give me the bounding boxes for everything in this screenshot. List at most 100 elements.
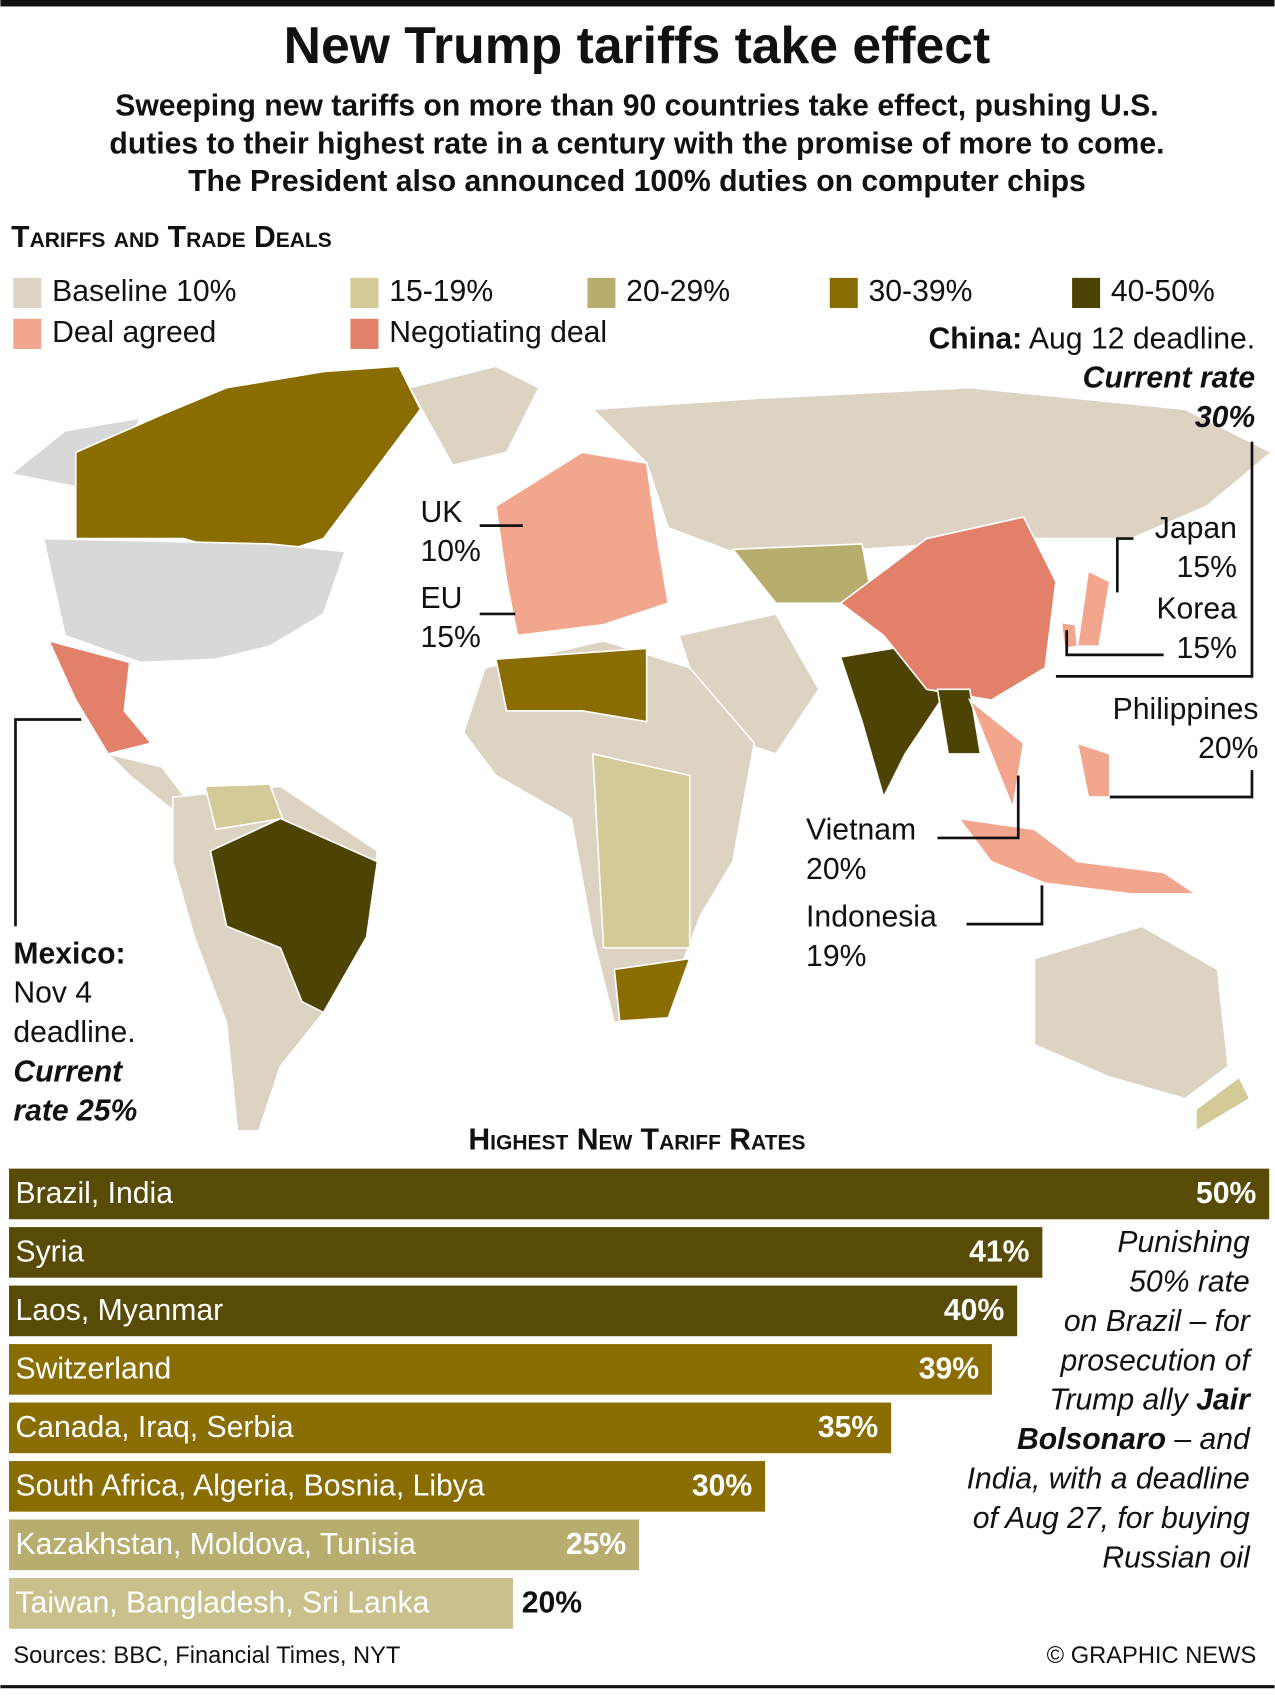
credit: © GRAPHIC NEWS (1047, 1643, 1257, 1669)
bar (9, 1402, 892, 1454)
europe (494, 451, 670, 637)
annotation-line: Current (13, 1055, 124, 1088)
bar (9, 1168, 1270, 1220)
text-segment: EU (420, 582, 462, 615)
legend-swatch (350, 277, 379, 309)
subtitle-line: duties to their highest rate in a centur… (109, 127, 1164, 160)
text-segment: Bolsonaro (1017, 1423, 1166, 1456)
annotation-line: 50% rate (1129, 1265, 1250, 1298)
annotation-line: Korea (1156, 593, 1237, 626)
text-segment: 50% rate (1129, 1265, 1250, 1298)
text-segment: Aug 12 deadline. (1022, 322, 1255, 355)
philippines (1076, 741, 1111, 798)
text-segment: 30% (1195, 401, 1255, 434)
canada (75, 365, 422, 561)
source: Sources: BBC, Financial Times, NYT (13, 1643, 400, 1669)
subtitle-line: Sweeping new tariffs on more than 90 cou… (115, 90, 1158, 123)
leader-line (966, 885, 1044, 926)
annotation-line: Philippines (1113, 693, 1259, 726)
text-segment: Nov 4 (13, 977, 92, 1010)
legend-swatch (13, 277, 42, 309)
leader-line (1109, 770, 1254, 799)
annotation-line: 15% (1177, 551, 1237, 584)
south-africa (613, 957, 691, 1022)
usa (42, 537, 347, 664)
title: New Trump tariffs take effect (284, 16, 991, 74)
annotation-line: Japan (1155, 512, 1237, 545)
value-label: 50% (1196, 1177, 1256, 1210)
legend-swatch (829, 277, 858, 309)
text-segment: Punishing (1117, 1226, 1250, 1259)
vietnam (967, 697, 1025, 811)
legend-label: Baseline 10% (52, 275, 236, 308)
map-title: Tariffs and Trade Deals (11, 221, 332, 254)
text-segment: UK (420, 496, 462, 529)
text-segment: 15% (420, 621, 480, 654)
bar-category: Switzerland (15, 1352, 171, 1385)
value-label: 39% (919, 1352, 979, 1385)
annotation-line: of Aug 27, for buying (973, 1502, 1250, 1535)
text-segment: 10% (420, 535, 480, 568)
annotation-line: Vietnam (806, 813, 916, 846)
annotation-line: China: Aug 12 deadline. (928, 322, 1255, 355)
annotation-line: 30% (1195, 401, 1255, 434)
annotation-line: 10% (420, 535, 480, 568)
legend-swatch (587, 277, 616, 309)
bar-category: Syria (15, 1235, 84, 1268)
text-segment: China: (928, 322, 1022, 355)
text-segment: deadline. (13, 1016, 135, 1049)
text-segment: 20% (806, 853, 866, 886)
myanmar (936, 688, 982, 755)
world-map (9, 365, 1273, 1133)
bar (9, 1578, 514, 1629)
legend-label: 20-29% (626, 275, 730, 308)
text-segment: 19% (806, 940, 866, 973)
value-label: 25% (566, 1528, 626, 1561)
text-segment: Philippines (1113, 693, 1259, 726)
bar-category: Canada, Iraq, Serbia (15, 1411, 293, 1444)
bar (9, 1344, 992, 1395)
china (839, 516, 1057, 701)
leader-line (1055, 441, 1254, 678)
text-segment: Jair (1196, 1384, 1252, 1417)
text-segment: Trump ally (1049, 1384, 1196, 1417)
text-segment: Current (13, 1055, 124, 1088)
annotation-line: 15% (1177, 632, 1237, 665)
bar (9, 1227, 1043, 1278)
annotation-line: EU (420, 582, 462, 615)
algeria-libya (494, 647, 648, 723)
annotation-line: prosecution of (1059, 1344, 1252, 1377)
text-segment: rate 25% (13, 1095, 137, 1128)
leader-line (1065, 630, 1164, 657)
legend-label: 15-19% (389, 275, 493, 308)
bar-category: South Africa, Algeria, Bosnia, Libya (15, 1469, 484, 1502)
greenland (408, 365, 541, 467)
legend-swatch (350, 318, 379, 349)
leader-line (937, 775, 1020, 840)
korea (1060, 621, 1079, 650)
value-label: 40% (944, 1294, 1004, 1327)
mexico (47, 639, 153, 755)
new-zealand (1195, 1075, 1251, 1133)
annotation-line: 15% (420, 621, 480, 654)
text-segment: Japan (1155, 512, 1237, 545)
annotation-line: Bolsonaro – and (1017, 1423, 1251, 1456)
indonesia (957, 817, 1199, 895)
value-label: 20% (522, 1586, 582, 1619)
bar-chart: Brazil, India 50% Syria 41% Laos, Myanmar 40%… (9, 1168, 1270, 1629)
venezuela (204, 783, 284, 831)
bar-category: Taiwan, Bangladesh, Sri Lanka (15, 1586, 429, 1619)
annotation-line: deadline. (13, 1016, 135, 1049)
value-label: 35% (818, 1411, 878, 1444)
central-africa (591, 752, 691, 949)
subtitle-line: The President also announced 100% duties… (188, 165, 1086, 198)
text-segment: Russian oil (1102, 1541, 1251, 1574)
bar (9, 1519, 640, 1571)
text-segment: Vietnam (806, 813, 916, 846)
leader-lines (14, 441, 1254, 927)
text-segment: on Brazil – for (1064, 1305, 1252, 1338)
bar (9, 1285, 1018, 1337)
leader-line (14, 718, 82, 927)
annotation-line: 20% (1198, 732, 1258, 765)
